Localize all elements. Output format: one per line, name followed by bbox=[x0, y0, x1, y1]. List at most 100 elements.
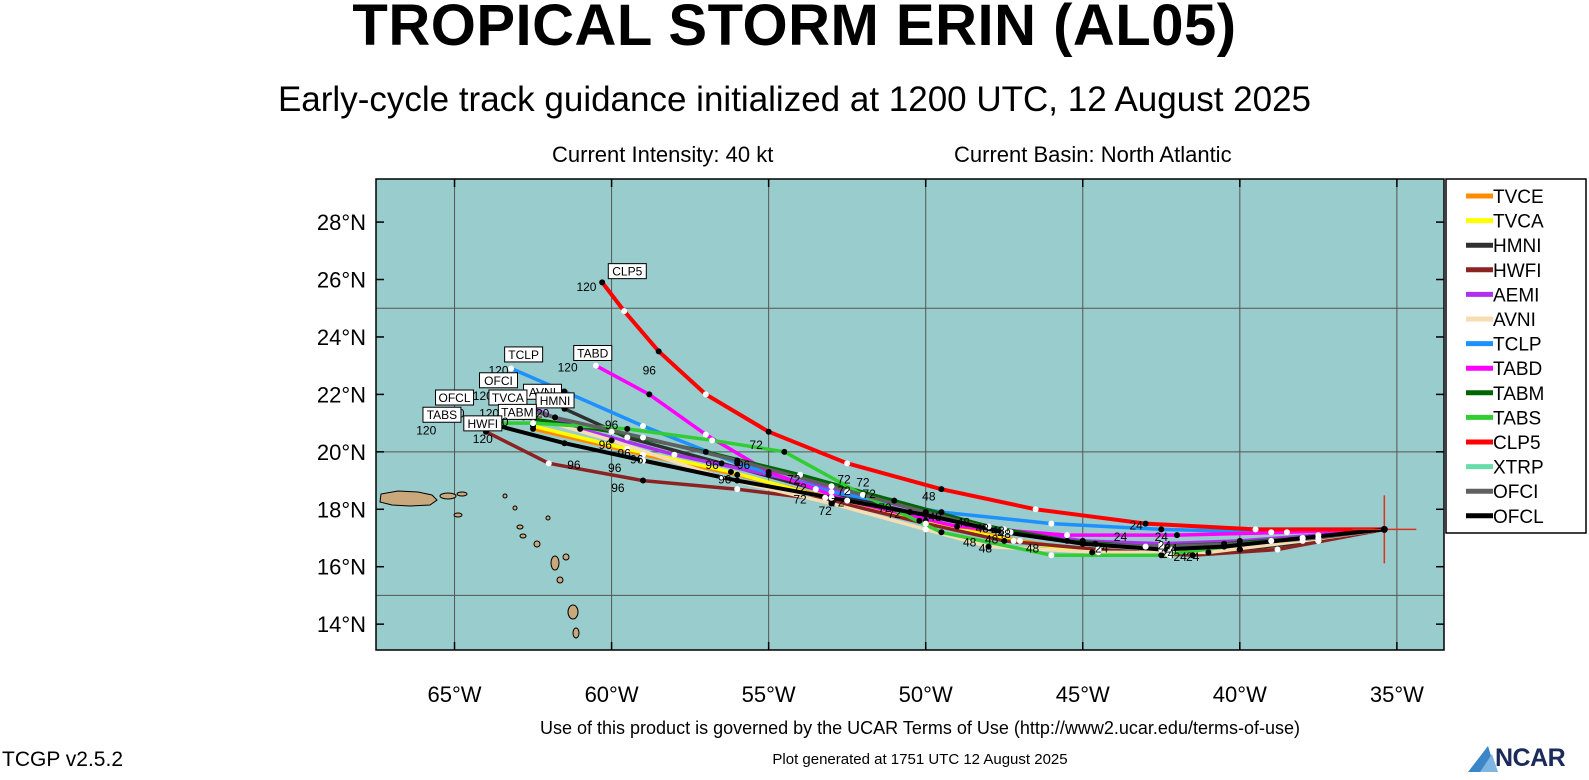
model-label-box bbox=[435, 389, 475, 406]
model-label-text: TVCA bbox=[492, 391, 524, 405]
model-label-box bbox=[422, 406, 462, 423]
forecast-point bbox=[1158, 546, 1165, 553]
forecast-point bbox=[1095, 549, 1102, 556]
land-island bbox=[533, 540, 541, 548]
hour-label: 120 bbox=[473, 389, 493, 403]
hour-label: 48 bbox=[1026, 541, 1040, 555]
y-tick-label: 22°N bbox=[317, 382, 366, 407]
forecast-point bbox=[709, 437, 716, 444]
forecast-point bbox=[985, 523, 992, 530]
land-island bbox=[562, 553, 570, 561]
hour-label: 96 bbox=[718, 472, 732, 486]
hour-label: 72 bbox=[831, 495, 845, 509]
forecast-point bbox=[1007, 529, 1014, 536]
forecast-point bbox=[608, 437, 615, 444]
forecast-point bbox=[765, 468, 772, 475]
forecast-point bbox=[938, 486, 945, 493]
forecast-point bbox=[671, 451, 678, 458]
land-puerto-rico bbox=[379, 490, 438, 507]
forecast-point bbox=[592, 362, 599, 369]
forecast-point bbox=[702, 448, 709, 455]
hour-label: 72 bbox=[749, 438, 763, 452]
forecast-point bbox=[734, 486, 741, 493]
land-island bbox=[516, 524, 524, 530]
hour-label: 48 bbox=[976, 521, 990, 535]
hour-label: 72 bbox=[856, 475, 870, 489]
hour-label: 96 bbox=[567, 458, 581, 472]
forecast-point bbox=[1205, 549, 1212, 556]
hour-label: 72 bbox=[787, 472, 801, 486]
forecast-point bbox=[1016, 537, 1023, 544]
forecast-point bbox=[1158, 526, 1165, 533]
forecast-point bbox=[624, 425, 631, 432]
forecast-point bbox=[765, 428, 772, 435]
model-labels: CLP5120TABD120TCLP120OFCI120AVNI120HMNI1… bbox=[416, 263, 647, 446]
hour-label: 96 bbox=[608, 461, 622, 475]
forecast-point bbox=[822, 494, 829, 501]
forecast-point bbox=[922, 526, 929, 533]
plot-frame bbox=[375, 178, 1445, 651]
forecast-point bbox=[1236, 540, 1243, 547]
forecast-point bbox=[508, 365, 515, 372]
model-label-text: OFCI bbox=[484, 374, 513, 388]
y-tick-label: 18°N bbox=[317, 497, 366, 522]
land-island bbox=[439, 492, 457, 500]
x-tick-label: 45°W bbox=[1056, 682, 1110, 707]
storm-position-icon bbox=[1380, 525, 1388, 533]
forecast-point bbox=[781, 448, 788, 455]
ncar-logo-text: NCAR bbox=[1495, 744, 1566, 772]
track-avni bbox=[532, 415, 1385, 555]
hour-label: 96 bbox=[599, 438, 613, 452]
forecast-point bbox=[828, 500, 835, 507]
hour-label: 48 bbox=[998, 527, 1012, 541]
hour-label: 72 bbox=[837, 484, 851, 498]
land-island bbox=[519, 533, 527, 539]
hour-label: 24 bbox=[1161, 547, 1175, 561]
hour-label: 96 bbox=[737, 458, 751, 472]
hour-label: 24 bbox=[1164, 541, 1178, 555]
legend-label-hmni: HMNI bbox=[1493, 236, 1542, 257]
legend-label-hwfi: HWFI bbox=[1493, 261, 1542, 282]
model-label-tabs: TABS 120 bbox=[416, 406, 462, 438]
model-label-text: CLP5 bbox=[612, 265, 642, 279]
forecast-point bbox=[577, 425, 584, 432]
version-label: TCGP v2.5.2 bbox=[2, 748, 123, 771]
legend-label-tabs: TABS bbox=[1493, 408, 1541, 429]
forecast-point bbox=[907, 509, 913, 516]
hour-label: 120 bbox=[558, 360, 578, 374]
hour-label: 24 bbox=[1173, 550, 1187, 564]
hour-label: 96 bbox=[705, 458, 719, 472]
x-tick-label: 55°W bbox=[742, 682, 796, 707]
hour-label: 120 bbox=[416, 424, 436, 438]
hour-label: 24 bbox=[1114, 530, 1128, 544]
hour-label: 24 bbox=[1158, 538, 1172, 552]
model-label-text: HWFI bbox=[467, 417, 498, 431]
terms-of-use: Use of this product is governed by the U… bbox=[540, 718, 1300, 738]
model-label-text: OFCL bbox=[439, 391, 471, 405]
model-label-clp5: CLP5 120 bbox=[576, 263, 647, 294]
x-tick-label: 65°W bbox=[428, 682, 482, 707]
forecast-point bbox=[599, 279, 606, 286]
model-label-text: TCLP bbox=[508, 348, 539, 362]
forecast-point bbox=[640, 422, 646, 429]
forecast-point bbox=[1252, 526, 1259, 533]
y-tick-label: 26°N bbox=[317, 268, 366, 293]
forecast-point bbox=[1048, 520, 1055, 527]
x-tick-label: 60°W bbox=[585, 682, 639, 707]
forecast-point bbox=[702, 431, 709, 438]
legend-label-tvce: TVCE bbox=[1493, 187, 1544, 208]
y-tick-label: 14°N bbox=[317, 612, 366, 637]
model-label-text: HMNI bbox=[540, 394, 571, 408]
hour-label: 96 bbox=[605, 418, 619, 432]
hour-label: 24 bbox=[1186, 550, 1200, 564]
model-label-box bbox=[535, 392, 575, 409]
hour-label: 120 bbox=[576, 280, 596, 294]
forecast-point bbox=[1142, 543, 1149, 550]
legend-label-aemi: AEMI bbox=[1493, 285, 1539, 306]
forecast-point bbox=[844, 489, 851, 496]
y-tick-label: 20°N bbox=[317, 440, 366, 465]
